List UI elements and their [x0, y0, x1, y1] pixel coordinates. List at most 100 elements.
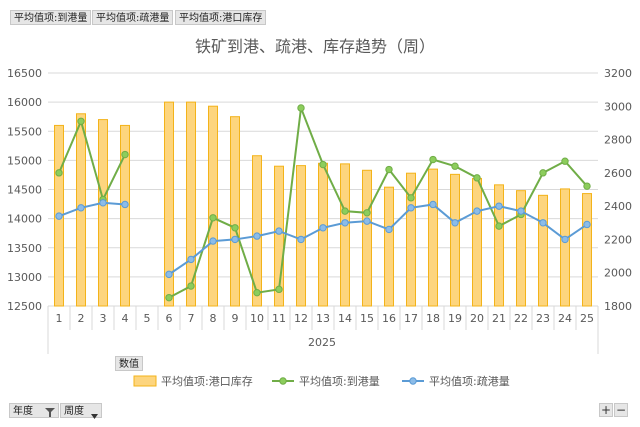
field-button-arrivals[interactable]: 平均值项:到港量: [10, 10, 92, 25]
outbound-point: [429, 200, 437, 209]
right-tick-label: 3000: [604, 100, 632, 113]
category-label: 13: [316, 312, 330, 325]
filter-label-week: 周度: [64, 406, 84, 417]
inventory-bar: [538, 194, 548, 307]
chart-title: 铁矿到港、疏港、库存趋势（周）: [195, 37, 435, 56]
category-label: 24: [558, 312, 572, 325]
left-tick-label: 15000: [7, 154, 42, 167]
arrivals-point: [429, 155, 437, 164]
arrivals-point: [473, 174, 481, 182]
inventory-bar: [274, 165, 284, 307]
category-label: 11: [272, 312, 286, 325]
legend-marker-arrivals: [279, 377, 287, 385]
category-label: 8: [210, 312, 217, 325]
outbound-point: [275, 227, 283, 235]
right-tick-label: 3200: [604, 67, 632, 80]
outbound-point: [539, 219, 547, 227]
arrivals-point: [561, 157, 569, 165]
series-lines: [55, 104, 591, 302]
outbound-point: [407, 204, 415, 212]
inventory-bar: [428, 168, 438, 307]
filter-button-year[interactable]: 年度: [9, 403, 59, 418]
inventory-bar: [450, 173, 460, 307]
inventory-bar: [472, 177, 482, 307]
outbound-point: [319, 224, 327, 232]
category-label: 3: [100, 312, 107, 325]
category-label: 10: [250, 312, 264, 325]
outbound-line: [168, 203, 588, 276]
outbound-point: [209, 237, 217, 245]
arrivals-point: [319, 160, 327, 169]
category-label: 7: [188, 312, 195, 325]
arrivals-point: [583, 182, 591, 190]
right-tick-label: 2200: [604, 233, 632, 246]
arrivals-point: [77, 117, 85, 125]
outbound-point: [165, 270, 173, 279]
field-button-inventory[interactable]: 平均值项:港口库存: [175, 10, 267, 25]
filter-label-year: 年度: [13, 406, 33, 417]
outbound-point: [495, 202, 503, 210]
dropdown-icon: [91, 409, 98, 424]
arrivals-point: [121, 150, 129, 159]
inventory-bar: [340, 163, 350, 307]
right-tick-label: 2600: [604, 167, 632, 180]
category-label: 4: [122, 312, 129, 325]
values-field-button[interactable]: 数值: [115, 356, 143, 371]
arrivals-point: [275, 285, 283, 294]
inventory-bar: [208, 105, 218, 307]
outbound-point: [363, 217, 371, 225]
arrivals-point: [341, 207, 349, 215]
right-tick-label: 2400: [604, 200, 632, 213]
left-tick-label: 14000: [7, 213, 42, 226]
outbound-point: [451, 219, 459, 227]
category-label: 20: [470, 312, 484, 325]
category-label: 9: [232, 312, 239, 325]
left-tick-label: 13000: [7, 271, 42, 284]
arrivals-point: [231, 224, 239, 232]
arrivals-point: [385, 165, 393, 174]
outbound-point: [55, 212, 63, 220]
arrivals-point: [187, 282, 195, 290]
filter-icon: [45, 407, 55, 422]
arrivals-point: [209, 214, 217, 222]
inventory-bar: [186, 101, 196, 307]
left-tick-label: 13500: [7, 242, 42, 255]
legend-swatch-inventory: [133, 375, 157, 387]
inventory-bar: [406, 172, 416, 307]
inventory-bar: [494, 184, 504, 307]
collapse-button[interactable]: −: [614, 403, 628, 417]
outbound-point: [297, 235, 305, 244]
x-axis: 1 2 3 4 5 6 7 8 9 10 11 12 13 14 15 16 17 18 19 20 21 22 23 24 2…: [47, 306, 599, 354]
outbound-point: [341, 219, 349, 227]
category-label: 17: [404, 312, 418, 325]
category-label: 19: [448, 312, 462, 325]
category-label: 15: [360, 312, 374, 325]
expand-button[interactable]: +: [599, 403, 613, 417]
arrivals-point: [495, 222, 503, 230]
arrivals-point: [407, 194, 415, 202]
inventory-bar: [384, 186, 394, 307]
arrivals-point: [253, 288, 261, 297]
outbound-point: [77, 204, 85, 212]
left-tick-label: 16000: [7, 96, 42, 109]
x-axis-group-label: 2025: [308, 336, 336, 349]
inventory-bar: [98, 119, 108, 307]
inventory-bar: [362, 169, 372, 307]
outbound-point: [121, 200, 129, 209]
inventory-bar: [120, 124, 130, 307]
outbound-point: [99, 199, 107, 207]
left-tick-label: 16500: [7, 67, 42, 80]
inventory-bar: [560, 188, 570, 307]
category-label: 23: [536, 312, 550, 325]
filter-button-week[interactable]: 周度: [60, 403, 102, 419]
arrivals-line: [58, 118, 126, 203]
inventory-bar: [318, 162, 328, 307]
outbound-point: [583, 220, 591, 229]
outbound-point: [385, 225, 393, 234]
legend-label-arrivals: 平均值项:到港量: [299, 375, 380, 388]
left-y-axis: 12500 13000 13500 14000 14500 15000 15500 16000…: [7, 67, 42, 313]
category-label: 1: [56, 312, 63, 325]
field-button-outbound[interactable]: 平均值项:疏港量: [92, 10, 174, 25]
